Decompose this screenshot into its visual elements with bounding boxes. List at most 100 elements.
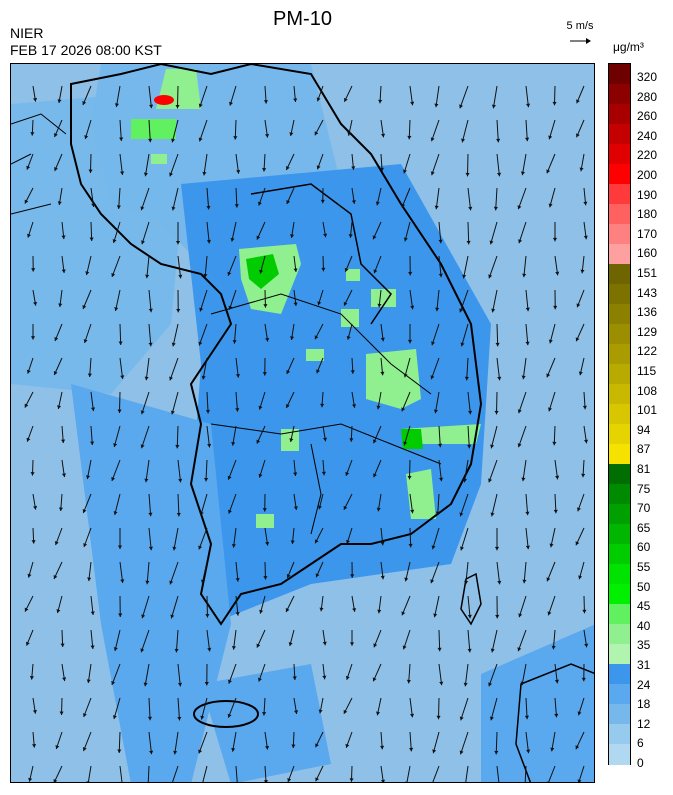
north-high-2 xyxy=(131,119,176,139)
wind-vector xyxy=(523,255,527,278)
wind-vector xyxy=(522,459,527,482)
wind-vector-head xyxy=(289,132,294,136)
wind-vector-head xyxy=(460,342,465,347)
wind-vector-head xyxy=(552,237,558,242)
wind-vector-head xyxy=(204,682,209,686)
pm10-map xyxy=(10,63,595,783)
wind-vector-head xyxy=(518,613,523,618)
wind-vector-head xyxy=(144,376,149,381)
wind-vector-head xyxy=(584,439,589,444)
wind-vector-head xyxy=(381,133,386,138)
wind-vector-head xyxy=(201,375,206,380)
wind-vector-head xyxy=(351,166,356,170)
wind-vector xyxy=(82,85,92,106)
wind-vector-head xyxy=(437,647,442,652)
wind-vector-head xyxy=(82,713,87,718)
wind-vector xyxy=(491,629,498,653)
wind-vector-head xyxy=(91,203,96,208)
wind-vector-head xyxy=(85,271,90,276)
wind-vector xyxy=(148,119,151,143)
wind-vector-head xyxy=(430,137,435,142)
wind-vector-head xyxy=(377,303,382,308)
wind-vector xyxy=(198,323,208,346)
wind-vector-head xyxy=(463,682,468,687)
wind-vector-head xyxy=(286,403,290,408)
legend-swatch xyxy=(609,544,630,565)
wind-vector-head xyxy=(30,472,35,476)
wind-vector xyxy=(140,187,150,211)
wind-vector-head xyxy=(380,337,385,342)
wind-vector xyxy=(172,765,179,782)
wind-vector xyxy=(492,85,498,109)
wind-vector-head xyxy=(265,133,270,138)
wind-vector-head xyxy=(117,545,123,549)
wind-vector-head xyxy=(522,579,527,584)
wind-vector-head xyxy=(176,512,181,517)
wind-vector-head xyxy=(406,679,411,684)
wind-vector xyxy=(169,561,179,585)
wind-vector-head xyxy=(198,545,203,550)
wind-vector xyxy=(227,459,237,480)
legend-tick-label: 143 xyxy=(637,285,658,300)
wind-vector-head xyxy=(57,405,62,410)
wind-vector xyxy=(148,731,153,755)
wind-vector xyxy=(175,629,179,653)
wind-vector xyxy=(496,561,501,585)
legend-swatch xyxy=(609,724,630,745)
north-peak xyxy=(154,95,174,105)
wind-vector-head xyxy=(205,409,211,414)
wind-vector-head xyxy=(314,539,319,544)
wind-vector-head xyxy=(86,679,91,684)
central-patch-4 xyxy=(341,309,359,327)
legend-tick-label: 40 xyxy=(637,618,651,633)
wind-vector-head xyxy=(198,749,203,754)
wind-vector xyxy=(148,85,152,109)
wind-vector-head xyxy=(579,167,584,172)
wind-vector-head xyxy=(321,267,326,272)
wind-vector xyxy=(145,357,150,381)
legend-swatch xyxy=(609,624,630,645)
wind-vector-head xyxy=(112,239,117,243)
wind-vector xyxy=(169,153,179,177)
wind-vector xyxy=(495,187,498,211)
wind-vector-head xyxy=(548,339,553,344)
wind-vector-head xyxy=(205,613,210,618)
wind-vector-head xyxy=(24,403,29,408)
wind-scale-label: 5 m/s xyxy=(566,20,594,32)
wind-vector-head xyxy=(578,371,583,376)
wind-vector-head xyxy=(30,132,35,136)
wind-vector-head xyxy=(26,369,31,374)
wind-vector-head xyxy=(431,341,436,346)
wind-vector-head xyxy=(286,165,290,170)
wind-vector-head xyxy=(288,642,293,646)
wind-vector-head xyxy=(554,713,559,718)
wind-vector-head xyxy=(319,607,324,612)
wind-vector-head xyxy=(496,138,501,143)
wind-vector-head xyxy=(521,477,526,482)
legend-tick-label: 0 xyxy=(637,756,644,770)
legend-tick-label: 45 xyxy=(637,599,651,614)
wind-vector-head xyxy=(258,473,263,478)
wind-vector xyxy=(490,221,498,245)
boundary-line xyxy=(250,183,392,325)
wind-vector-head xyxy=(409,747,414,752)
wind-vector-head xyxy=(351,200,356,204)
japan-field xyxy=(481,624,594,782)
wind-vector-head xyxy=(207,443,212,448)
wind-vector-head xyxy=(256,643,261,648)
wind-vector-head xyxy=(409,713,415,718)
wind-vector xyxy=(517,629,527,652)
wind-vector-head xyxy=(436,715,441,720)
wind-vector-head xyxy=(82,305,87,310)
wind-vector-head xyxy=(317,301,322,306)
wind-vector xyxy=(463,459,469,483)
wind-vector-head xyxy=(171,342,176,347)
wind-vector-head xyxy=(113,647,118,651)
legend-tick-label: 35 xyxy=(637,638,651,653)
wind-vector-head xyxy=(148,342,153,347)
wind-vector-head xyxy=(173,750,178,755)
wind-vector-head xyxy=(28,777,33,782)
wind-vector xyxy=(148,493,152,517)
wind-vector-head xyxy=(61,269,66,274)
wind-vector xyxy=(438,425,441,448)
